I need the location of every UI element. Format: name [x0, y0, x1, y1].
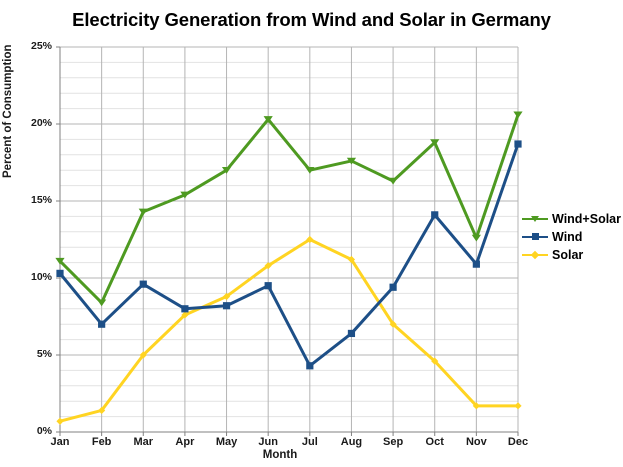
chart-title: Electricity Generation from Wind and Sol… [72, 9, 551, 30]
data-point-marker [181, 311, 189, 319]
data-point-marker [55, 257, 65, 265]
data-point-marker [98, 406, 106, 415]
y-axis-tick-label: 20% [30, 117, 52, 129]
data-point-marker [431, 211, 439, 219]
x-axis-title: Month [262, 449, 298, 461]
legend-item-wind[interactable]: Wind [522, 228, 621, 245]
legend-swatch-wind-solar [522, 212, 548, 226]
triangle-down-icon [531, 215, 539, 222]
data-point-marker [56, 417, 64, 425]
data-point-marker [138, 208, 148, 216]
legend-label-solar: Solar [552, 247, 584, 262]
x-axis-tick-label: May [215, 436, 238, 448]
data-point-marker [180, 191, 190, 199]
data-point-marker [513, 111, 523, 119]
x-axis-tick-label: Aug [340, 436, 363, 448]
data-point-marker [347, 255, 356, 264]
data-point-marker [306, 362, 314, 370]
y-axis-tick-label: 10% [30, 271, 52, 283]
data-point-marker [221, 167, 232, 174]
legend-item-solar[interactable]: Solar [522, 246, 621, 263]
y-axis-tick-label: 25% [30, 40, 52, 52]
data-point-marker [471, 234, 481, 242]
x-axis-tick-label: Nov [465, 436, 487, 448]
y-axis-tick-label: 5% [36, 348, 52, 360]
legend-item-wind-solar[interactable]: Wind+Solar [522, 210, 621, 227]
series-solar [56, 235, 522, 425]
x-axis-tick-label: Feb [91, 436, 112, 448]
data-point-marker [514, 402, 522, 410]
x-axis-tick-label: Jul [301, 436, 318, 448]
legend-swatch-wind [522, 230, 548, 244]
data-point-marker [263, 116, 273, 123]
x-axis-tick-label: Mar [133, 436, 154, 448]
x-axis-tick-label: Sep [382, 436, 404, 448]
x-axis-tick-label: Jun [258, 436, 278, 448]
series-line [58, 113, 520, 305]
legend-label-wind: Wind [552, 229, 583, 244]
diamond-icon [530, 250, 540, 259]
data-point-marker [305, 167, 315, 174]
series-line [58, 238, 520, 423]
data-point-marker [430, 139, 440, 147]
data-point-marker [347, 329, 356, 338]
series-wind [56, 140, 522, 370]
data-point-marker [222, 292, 231, 301]
data-point-marker [98, 320, 106, 328]
data-point-marker [181, 305, 189, 313]
chart-legend: Wind+Solar Wind Solar [522, 210, 621, 264]
series-wind-solar [55, 111, 523, 307]
data-point-marker [222, 302, 231, 310]
data-point-marker [388, 177, 398, 185]
y-axis-tick-label: 15% [30, 194, 52, 206]
x-axis-tick-label: Oct [425, 436, 444, 448]
data-point-marker [264, 262, 272, 270]
data-point-marker [139, 351, 147, 359]
data-point-marker [139, 280, 147, 288]
legend-label-wind-solar: Wind+Solar [552, 211, 621, 226]
legend-swatch-solar [522, 248, 548, 262]
data-point-marker [97, 299, 107, 307]
data-point-marker [389, 283, 397, 291]
data-point-marker [389, 320, 397, 328]
data-point-marker [264, 282, 272, 290]
data-point-marker [514, 140, 522, 148]
data-point-marker [306, 235, 314, 244]
square-icon [531, 233, 539, 240]
data-point-marker [472, 402, 480, 410]
data-point-marker [346, 157, 357, 165]
data-point-marker [431, 357, 439, 365]
y-axis-tick-label: 0% [36, 425, 52, 437]
data-point-marker [56, 269, 64, 277]
series-line [58, 142, 520, 368]
data-point-marker [472, 260, 480, 268]
x-axis-tick-label: Apr [175, 436, 195, 448]
x-axis-tick-label: Dec [507, 436, 529, 448]
x-axis-tick-label: Jan [50, 436, 70, 448]
